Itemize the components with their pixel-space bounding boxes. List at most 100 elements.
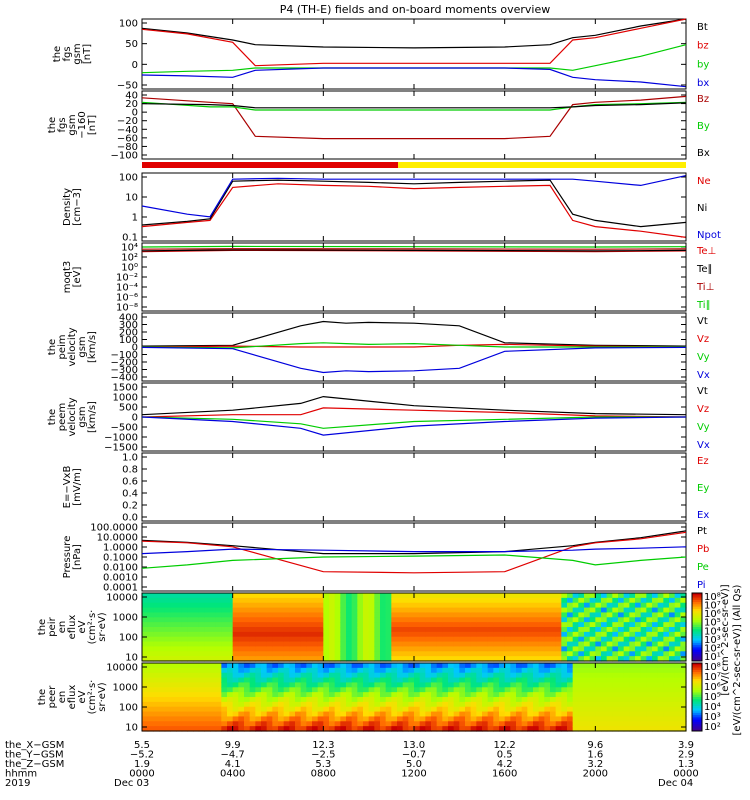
heat-cell <box>238 597 245 604</box>
heat-cell <box>408 593 415 599</box>
heat-cell <box>674 622 681 628</box>
series-line-Bt <box>141 18 687 49</box>
heat-cell <box>516 677 523 684</box>
heat-cell <box>533 646 540 652</box>
heat-cell <box>227 651 234 657</box>
heat-cell <box>198 597 205 604</box>
heat-cell <box>589 602 596 609</box>
heat-cell <box>147 593 154 599</box>
heat-cell <box>606 641 613 648</box>
heat-cell <box>578 682 585 688</box>
heat-cell <box>159 663 166 669</box>
heat-cell <box>657 641 664 648</box>
heat-cell <box>589 627 596 633</box>
heat-cell <box>419 663 426 669</box>
heat-cell <box>442 656 449 662</box>
heat-cell <box>204 667 211 674</box>
heat-cell <box>652 706 659 713</box>
y-tick-label: 100 <box>119 633 138 644</box>
heat-cell <box>499 697 506 703</box>
heat-cell <box>612 646 619 652</box>
heat-cell <box>340 631 347 638</box>
heat-cell <box>187 612 194 618</box>
heat-cell <box>232 716 239 722</box>
heat-cell <box>193 716 200 722</box>
heat-cell <box>470 716 477 722</box>
heat-cell <box>527 706 534 713</box>
heat-cell <box>363 677 370 684</box>
heat-cell <box>578 617 585 623</box>
heat-cell <box>368 612 375 618</box>
heat-cell <box>204 701 211 708</box>
legend-label: Pb <box>697 544 709 555</box>
heat-cell <box>521 627 528 633</box>
legend-label: bx <box>697 78 709 89</box>
y-axis-label: velocity <box>67 397 78 436</box>
heat-cell <box>572 646 579 652</box>
heat-cell <box>380 651 387 657</box>
heat-cell <box>391 617 398 623</box>
colorbar-cell <box>692 726 702 730</box>
heat-cell <box>487 607 494 614</box>
heat-cell <box>351 677 358 684</box>
heat-cell <box>465 721 472 727</box>
heat-cell <box>595 687 602 693</box>
heat-cell <box>470 597 477 604</box>
heat-cell <box>663 593 670 599</box>
heat-cell <box>635 636 642 643</box>
y-tick-label: 40 <box>125 91 138 102</box>
heat-cell <box>357 721 364 727</box>
heat-cell <box>555 622 562 628</box>
heat-cell <box>334 597 341 604</box>
heat-cell <box>408 716 415 722</box>
heat-cell <box>487 593 494 599</box>
heat-cell <box>255 672 262 679</box>
heat-cell <box>657 651 664 657</box>
heat-cell <box>289 697 296 703</box>
heat-cell <box>431 697 438 703</box>
heat-cell <box>629 682 636 688</box>
heat-cell <box>572 716 579 722</box>
heat-cell <box>317 682 324 688</box>
heat-cell <box>261 602 268 609</box>
y-tick-label: −40 <box>117 125 138 136</box>
heat-cell <box>629 711 636 718</box>
heat-cell <box>170 716 177 722</box>
heat-cell <box>680 627 687 633</box>
heat-cell <box>487 636 494 643</box>
heat-cell <box>453 687 460 693</box>
heat-cell <box>640 663 647 669</box>
heat-cell <box>317 593 324 599</box>
heat-cell <box>482 607 489 614</box>
heat-cell <box>232 677 239 684</box>
heat-cell <box>595 677 602 684</box>
heat-cell <box>351 646 358 652</box>
heat-cell <box>170 651 177 657</box>
heat-cell <box>295 593 302 599</box>
heat-cell <box>544 646 551 652</box>
heat-cell <box>385 692 392 698</box>
heat-cell <box>425 711 432 718</box>
heat-cell <box>476 641 483 648</box>
heat-cell <box>176 636 183 643</box>
heat-cell <box>572 631 579 638</box>
heat-cell <box>244 667 251 674</box>
heat-cell <box>278 607 285 614</box>
heat-cell <box>646 641 653 648</box>
heat-cell <box>198 607 205 614</box>
heat-cell <box>397 656 404 662</box>
heat-cell <box>493 682 500 688</box>
heat-cell <box>533 677 540 684</box>
heat-cell <box>674 682 681 688</box>
heat-cell <box>153 631 160 638</box>
heat-cell <box>153 687 160 693</box>
heat-cell <box>674 617 681 623</box>
heat-cell <box>601 607 608 614</box>
heat-cell <box>487 667 494 674</box>
heat-cell <box>465 636 472 643</box>
heat-cell <box>402 677 409 684</box>
heat-cell <box>329 622 336 628</box>
heat-cell <box>510 607 517 614</box>
heat-cell <box>550 682 557 688</box>
heat-cell <box>561 667 568 674</box>
